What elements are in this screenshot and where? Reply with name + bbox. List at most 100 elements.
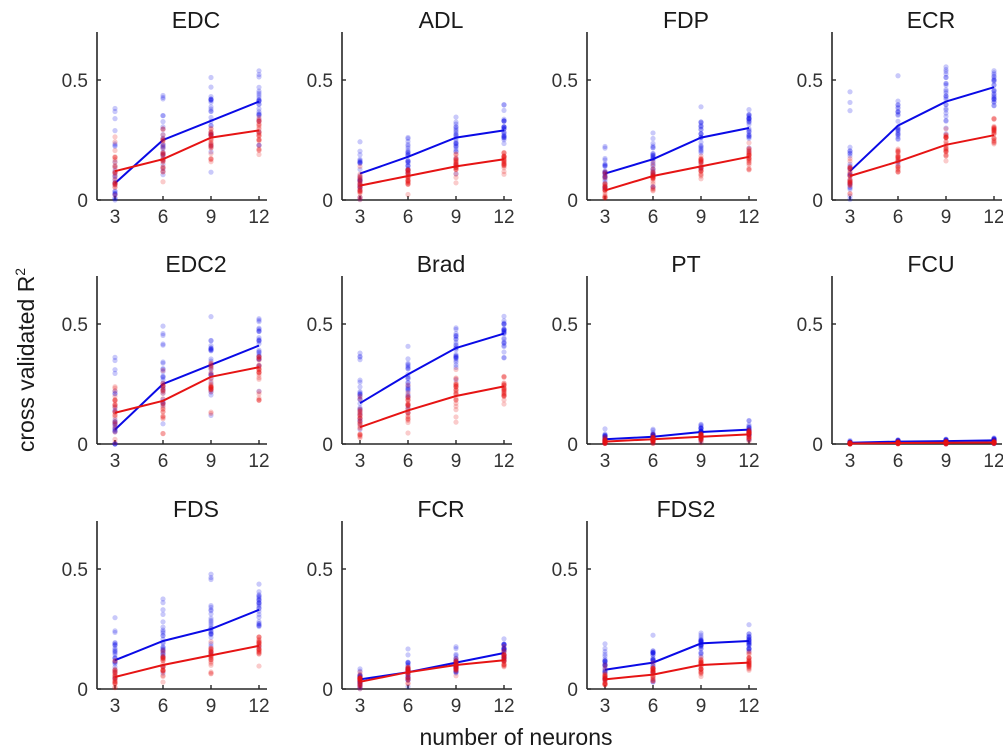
blue-sample-point [991,95,997,102]
blue-sample-point [650,150,656,157]
red-sample-point [256,138,262,144]
red-sample-point [991,128,997,134]
red-sample-point [405,401,411,407]
blue-sample-point [112,163,118,170]
blue-sample-point [991,74,997,80]
blue-sample-point [698,124,704,130]
blue-sample-point [357,194,363,200]
blue-sample-point [405,392,411,398]
red-sample-point [501,392,507,399]
blue-sample-point [405,149,411,155]
red-sample-point [256,356,262,362]
red-sample-point [602,673,608,679]
red-sample-point [208,140,214,147]
blue-sample-point [357,384,363,390]
red-sample-point [847,190,853,196]
red-sample-point [746,434,752,440]
red-sample-point [453,387,459,393]
blue-sample-point [602,175,608,182]
blue-sample-point [501,118,507,124]
red-sample-point [453,375,459,381]
red-sample-point [405,181,411,187]
blue-sample-point [256,112,262,118]
red-sample-point [112,402,118,408]
blue-sample-point [991,71,997,78]
red-sample-point [991,135,997,142]
blue-sample-point [746,118,752,124]
red-sample-point [256,136,262,143]
blue-sample-point [895,102,901,108]
blue-sample-point [847,177,853,183]
blue-sample-point [256,74,262,80]
red-sample-point [405,393,411,399]
blue-sample-point [698,144,704,151]
red-sample-point [453,384,459,390]
blue-sample-point [208,314,214,320]
red-scatter-cloud [112,354,262,446]
blue-sample-point [256,596,262,603]
red-sample-point [112,402,118,408]
red-sample-point [256,395,262,401]
red-sample-point [405,179,411,185]
red-sample-point [112,678,118,684]
red-sample-point [453,158,459,164]
red-sample-point [943,138,949,145]
blue-sample-point [357,417,363,424]
red-sample-point [847,176,853,183]
blue-sample-point [208,108,214,114]
blue-sample-point [698,425,704,431]
red-sample-point [602,194,608,200]
red-sample-point [698,156,704,163]
red-sample-point [602,435,608,441]
red-sample-point [991,124,997,130]
red-sample-point [602,182,608,188]
y-tick-label: 0.5 [552,71,578,92]
red-sample-point [746,149,752,155]
red-sample-point [746,162,752,168]
red-sample-point [405,178,411,184]
red-sample-point [746,160,752,166]
blue-sample-point [746,417,752,424]
blue-sample-point [405,361,411,368]
red-sample-point [208,366,214,372]
blue-sample-point [453,140,459,146]
blue-sample-point [943,102,949,108]
blue-sample-point [943,71,949,77]
red-sample-point [602,195,608,201]
blue-sample-point [501,133,507,139]
blue-sample-point [501,340,507,346]
panel-title: EDC2 [165,251,226,277]
red-sample-point [698,431,704,437]
x-tick-label: 3 [110,451,121,472]
red-sample-point [991,115,997,121]
blue-sample-point [602,183,608,189]
blue-sample-point [602,155,608,162]
blue-sample-point [357,157,363,164]
blue-sample-point [847,185,853,191]
blue-sample-point [405,145,411,151]
blue-sample-point [208,370,214,376]
red-sample-point [453,151,459,157]
blue-sample-point [991,78,997,84]
red-sample-point [256,147,262,153]
blue-sample-point [746,426,752,433]
red-sample-point [208,383,214,390]
blue-sample-point [746,131,752,137]
blue-sample-point [357,389,363,395]
blue-sample-point [357,353,363,359]
red-sample-point [112,174,118,180]
red-sample-point [501,663,507,669]
red-sample-point [256,369,262,376]
blue-sample-point [847,108,853,114]
red-sample-point [208,156,214,162]
red-sample-point [357,173,363,179]
blue-sample-point [746,128,752,135]
blue-sample-point [208,631,214,637]
red-sample-point [112,181,118,188]
blue-sample-point [208,392,214,398]
red-sample-point [160,150,166,156]
red-sample-point [991,125,997,131]
red-sample-point [256,133,262,139]
blue-sample-point [650,130,656,136]
blue-sample-point [256,111,262,118]
